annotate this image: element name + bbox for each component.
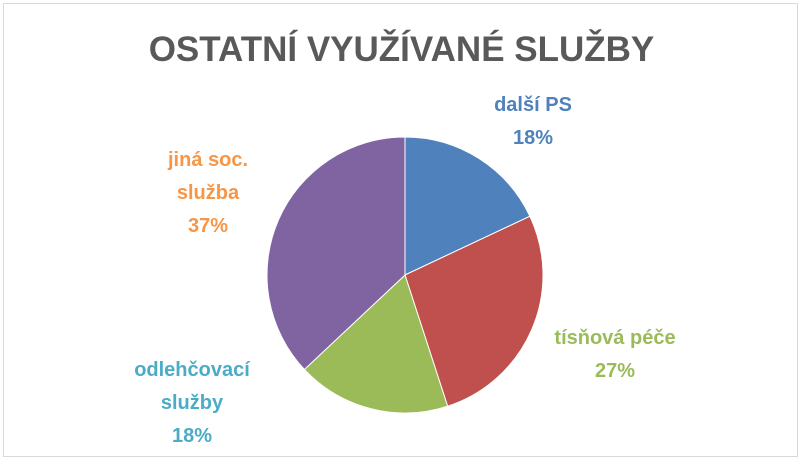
data-label: odlehčovací služby 18% [127,354,257,453]
value-label: 37% [187,215,229,237]
category-label: další PS [494,94,572,116]
data-label: jiná soc. služba 37% [158,144,258,243]
data-label: tísňová péče 27% [535,322,695,388]
value-label: 18% [171,425,213,447]
pie-slice [404,136,531,276]
pie-slice [404,215,544,407]
value-label: 27% [594,360,636,382]
chart-title: OSTATNÍ VYUŽÍVANÉ SLUŽBY [148,30,655,69]
value-label: 18% [512,127,554,149]
data-label: další PS 18% [463,89,603,155]
category-label: odlehčovací služby [134,359,250,414]
category-label: tísňová péče [554,327,676,349]
category-label: jiná soc. služba [167,149,249,204]
pie-slice [266,136,406,371]
chart-frame [3,3,798,457]
pie-slice [303,274,449,414]
